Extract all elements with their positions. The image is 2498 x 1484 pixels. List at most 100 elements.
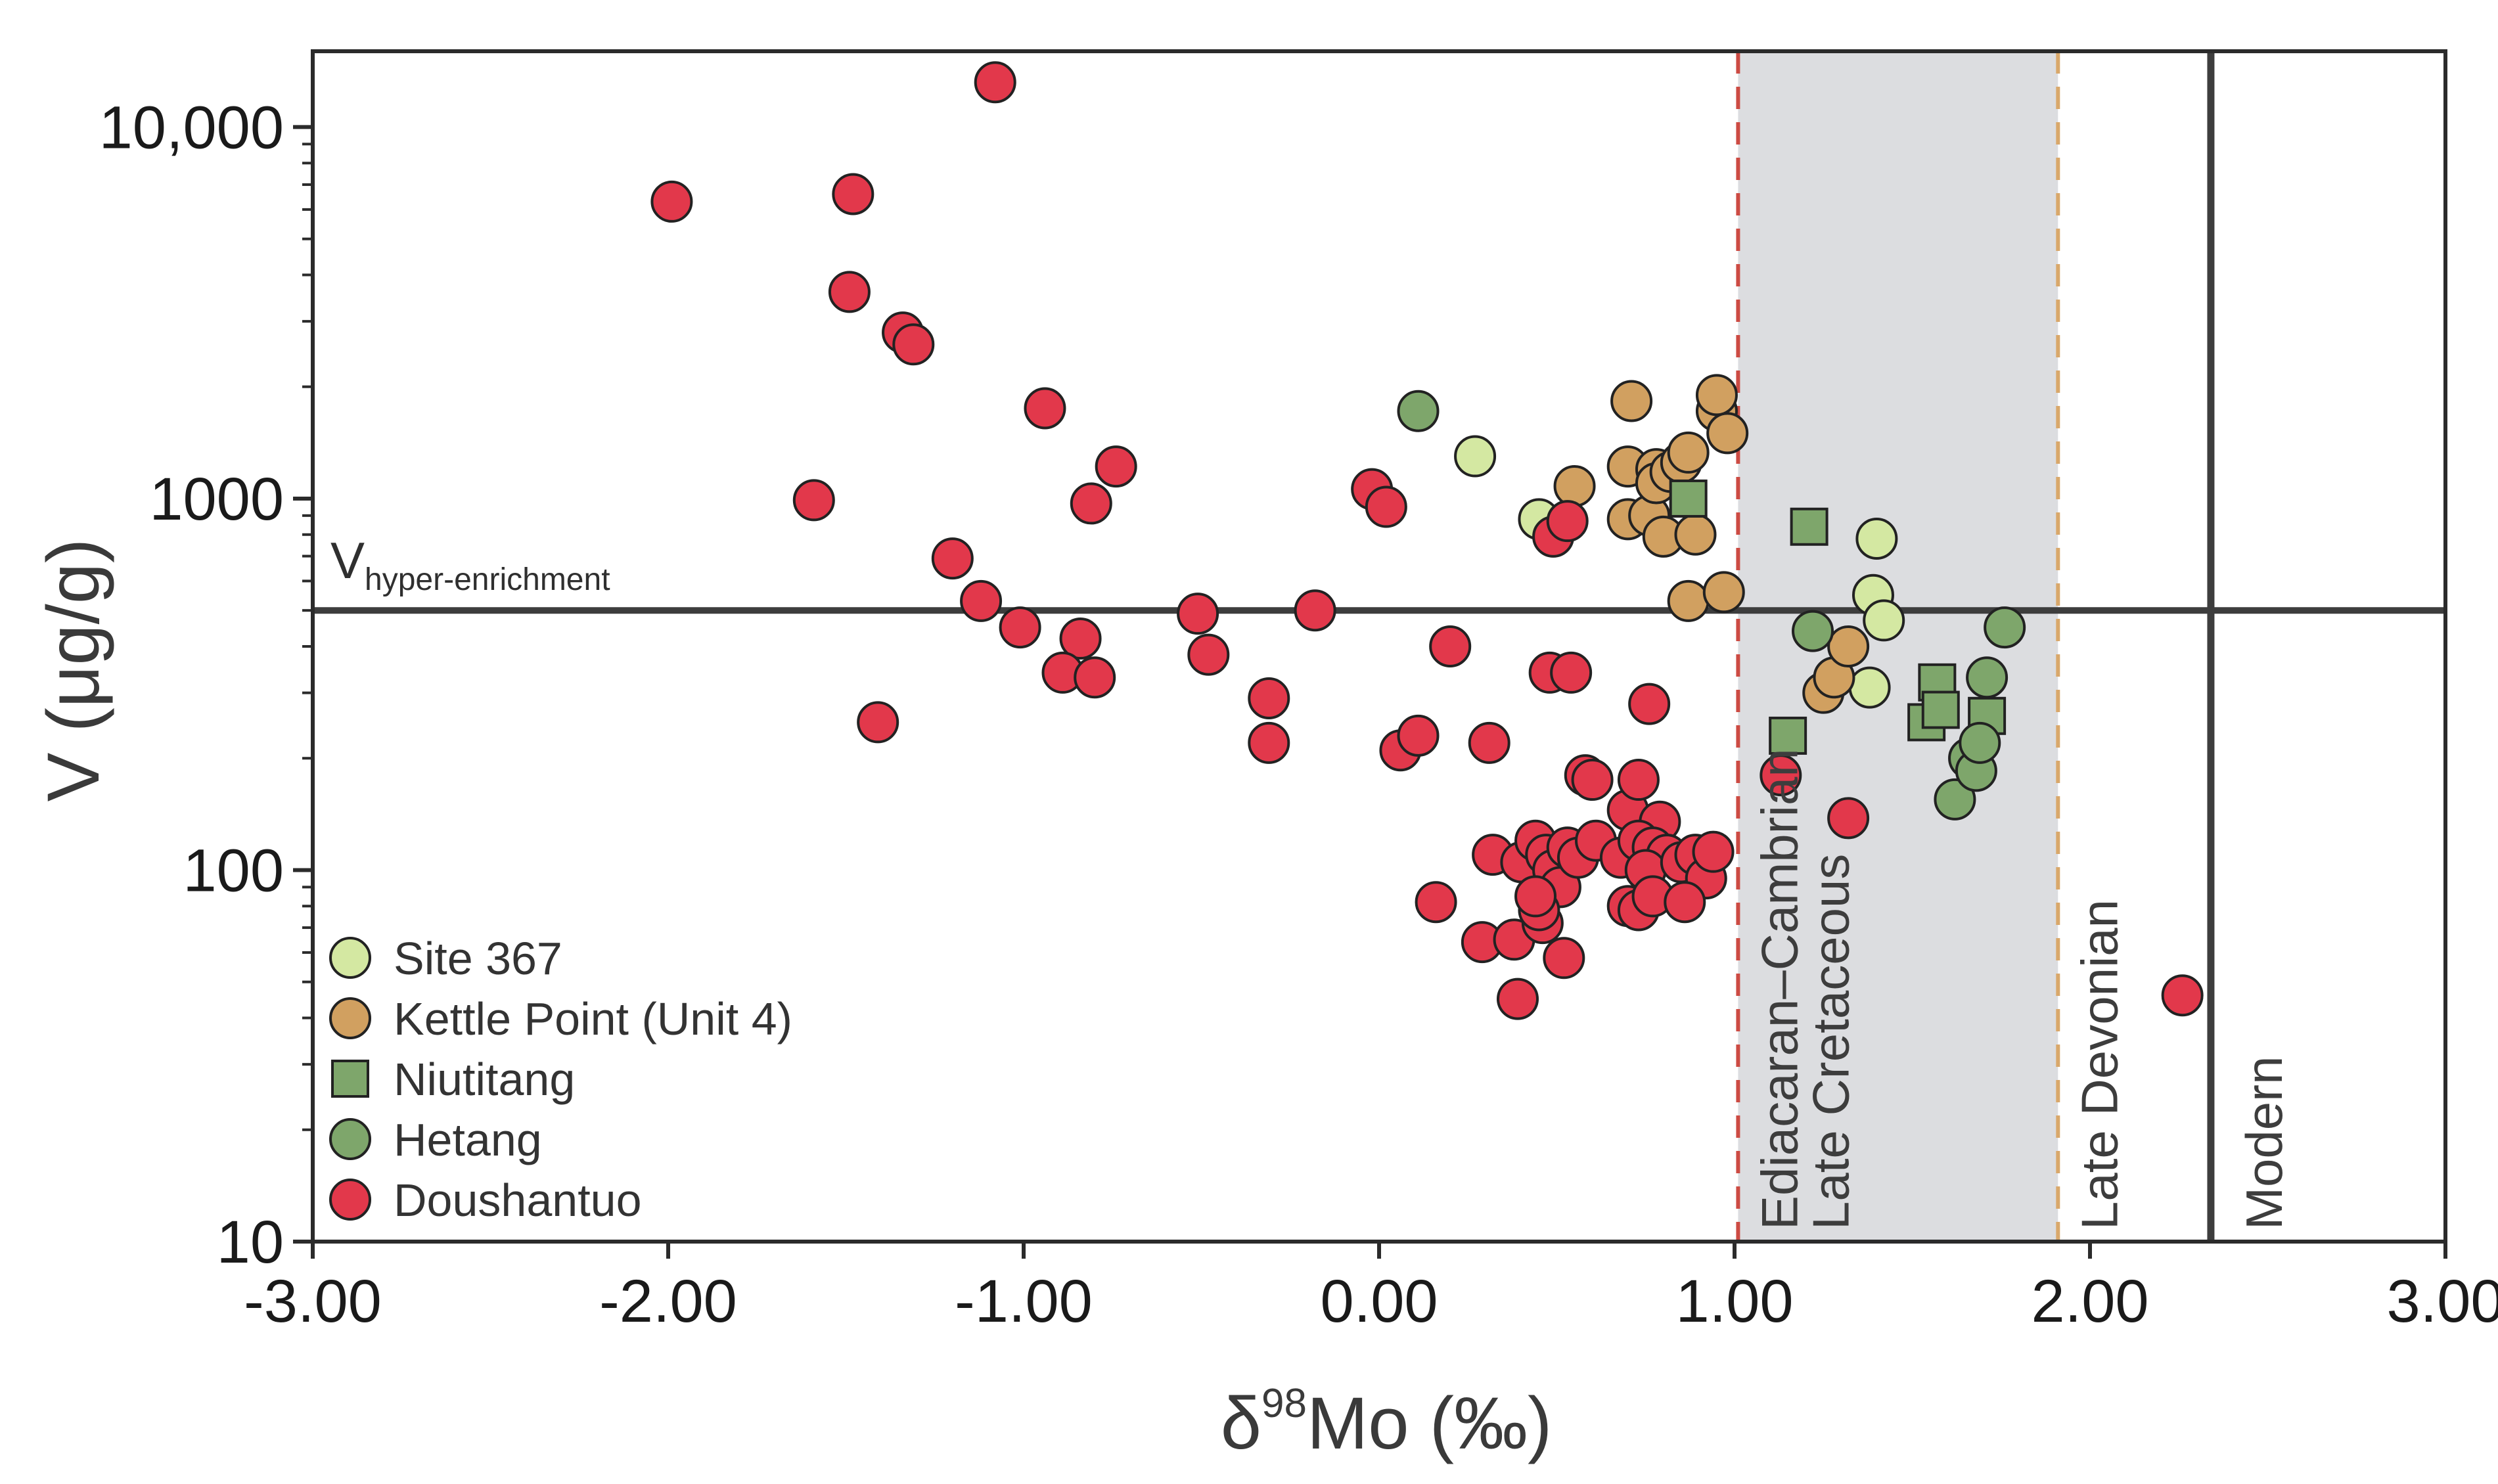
point-doushantuo-5: [892, 323, 935, 366]
legend-marker-4: [329, 1179, 371, 1221]
hyper-enrichment-label: Vhyper-enrichment: [330, 531, 610, 597]
hyper-enrichment-label-sub: hyper-enrichment: [365, 562, 610, 597]
point-kettle-point-unit-4-16: [1702, 571, 1745, 614]
point-hetang-7: [1984, 606, 2026, 649]
point-doushantuo-19: [1248, 677, 1290, 719]
point-doushantuo-2: [832, 173, 874, 215]
point-niutitang-1: [1769, 716, 1807, 755]
reference-lines-layer: [313, 51, 2445, 1242]
point-doushantuo-0: [974, 61, 1016, 104]
point-site-367-4: [1855, 517, 1898, 560]
x-tick-label-5: 2.00: [2031, 1268, 2148, 1335]
point-niutitang-0: [1669, 479, 1708, 518]
point-site-367-2: [1848, 666, 1891, 709]
point-niutitang-2: [1790, 507, 1828, 546]
point-site-367-0: [1454, 435, 1497, 478]
point-doushantuo-6: [1024, 387, 1066, 430]
point-kettle-point-unit-4-11: [1667, 579, 1710, 622]
point-doushantuo-67: [1496, 978, 1539, 1020]
hyper-enrichment-label-main: V: [330, 531, 365, 589]
legend-marker-2: [331, 1060, 369, 1098]
point-kettle-point-unit-4-0: [1553, 465, 1596, 508]
x-axis-title-prefix: δ: [1221, 1382, 1261, 1464]
point-doushantuo-60: [1664, 881, 1706, 924]
point-doushantuo-17: [1177, 593, 1219, 635]
point-doushantuo-21: [1294, 589, 1336, 632]
point-doushantuo-31: [1546, 500, 1589, 543]
point-doushantuo-25: [1397, 714, 1440, 757]
point-doushantuo-23: [1365, 485, 1407, 528]
legend-label-2: Niutitang: [394, 1054, 575, 1105]
legend-label-0: Site 367: [394, 933, 562, 984]
point-kettle-point-unit-4-3: [1610, 380, 1653, 422]
point-doushantuo-14: [1059, 618, 1102, 660]
point-hetang-1: [1792, 610, 1834, 652]
point-doushantuo-29: [1550, 651, 1593, 694]
label-ediacaran-cambrian: Ediacaran–Cambrian: [1750, 748, 1808, 1230]
label-late-devonian: Late Devonian: [2070, 899, 2128, 1230]
point-hetang-0: [1397, 390, 1440, 432]
label-modern: Modern: [2235, 1056, 2293, 1230]
point-kettle-point-unit-4-19: [1827, 625, 1870, 667]
x-tick-label-0: -3.00: [244, 1268, 382, 1335]
point-doushantuo-18: [1187, 633, 1230, 676]
point-doushantuo-34: [1571, 759, 1614, 801]
x-tick-label-6: 3.00: [2386, 1268, 2498, 1335]
point-kettle-point-unit-4-14: [1695, 374, 1738, 416]
y-tick-label-0: 10: [217, 1209, 284, 1276]
point-doushantuo-11: [960, 579, 1003, 622]
point-doushantuo-69: [1827, 797, 1870, 840]
point-doushantuo-70: [2161, 974, 2204, 1017]
point-doushantuo-32: [1628, 683, 1671, 725]
point-doushantuo-68: [1760, 754, 1802, 797]
point-doushantuo-36: [1617, 759, 1660, 801]
point-doushantuo-8: [1070, 482, 1112, 525]
x-tick-label-4: 1.00: [1675, 1268, 1793, 1335]
label-late-cretaceous: Late Cretaceous: [1802, 854, 1859, 1230]
y-tick-label-3: 10,000: [99, 94, 284, 161]
legend-marker-1: [329, 997, 371, 1039]
y-tick-label-1: 100: [183, 837, 284, 904]
data-points-layer: [650, 61, 2204, 1020]
legend-marker-3: [329, 1118, 371, 1160]
point-doushantuo-9: [792, 479, 835, 522]
point-hetang-6: [1966, 656, 2009, 699]
y-tick-label-2: 1000: [149, 466, 284, 533]
point-doushantuo-1: [650, 180, 693, 223]
point-hetang-5: [1959, 721, 2001, 764]
point-site-367-5: [1863, 599, 1905, 642]
legend-label-3: Hetang: [394, 1114, 542, 1165]
legend-label-4: Doushantuo: [394, 1175, 642, 1226]
point-doushantuo-27: [1468, 721, 1510, 764]
point-doushantuo-56: [1692, 830, 1735, 873]
point-doushantuo-26: [1429, 625, 1472, 667]
point-doushantuo-65: [1514, 875, 1557, 918]
point-doushantuo-16: [1074, 656, 1116, 699]
legend-label-1: Kettle Point (Unit 4): [394, 993, 792, 1045]
x-axis-title-rest: Mo (‰): [1307, 1382, 1552, 1464]
point-doushantuo-10: [931, 537, 974, 580]
point-niutitang-5: [1921, 690, 1960, 729]
x-tick-label-3: 0.00: [1320, 1268, 1438, 1335]
point-kettle-point-unit-4-15: [1706, 412, 1749, 455]
x-axis-title: δ98Mo (‰): [1221, 1381, 1553, 1464]
x-tick-label-2: -1.00: [955, 1268, 1093, 1335]
point-doushantuo-38: [1415, 881, 1457, 924]
point-kettle-point-unit-4-10: [1667, 431, 1710, 474]
x-tick-label-1: -2.00: [599, 1268, 737, 1335]
legend: Site 367 Kettle Point (Unit 4) Niutitang He…: [329, 933, 792, 1226]
point-doushantuo-12: [999, 606, 1041, 649]
point-hetang-2: [1934, 778, 1976, 821]
x-axis-title-sup: 98: [1261, 1381, 1307, 1426]
point-doushantuo-3: [828, 271, 871, 313]
point-doushantuo-66: [1543, 937, 1585, 979]
point-kettle-point-unit-4-12: [1674, 513, 1717, 556]
point-doushantuo-7: [1095, 445, 1137, 488]
point-doushantuo-13: [857, 701, 899, 744]
axis-ticks-layer: -3.00 -2.00 -1.00 0.00 1.00 2.00 3.00 10 100 1000…: [99, 94, 2498, 1335]
y-axis-title: V (μg/g): [32, 539, 114, 802]
point-doushantuo-20: [1248, 721, 1290, 764]
legend-marker-0: [329, 937, 371, 979]
